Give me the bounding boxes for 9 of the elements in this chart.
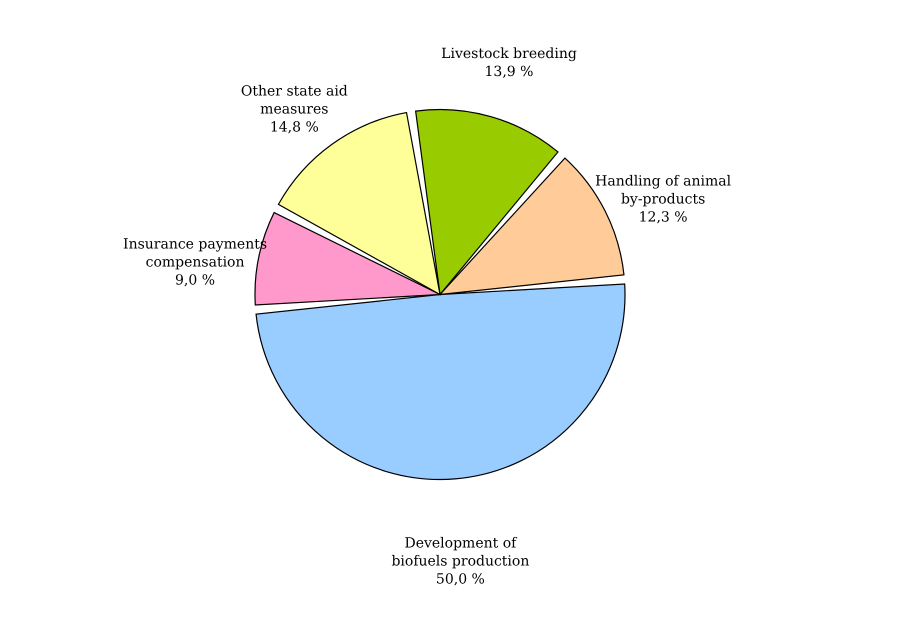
slice-label: Development of biofuels production (391, 536, 530, 570)
slice-label: Handling of animal by-products (595, 174, 732, 208)
data-label: 12,3 % (638, 210, 688, 226)
data-label: 14,8 % (270, 119, 319, 136)
data-label: 9,0 % (175, 272, 216, 289)
slice-label: Other state aid measures (240, 83, 348, 118)
data-label: 50,0 % (436, 572, 485, 588)
data-label: 13,9 % (484, 64, 534, 80)
slice-label: Livestock breeding (441, 46, 577, 62)
